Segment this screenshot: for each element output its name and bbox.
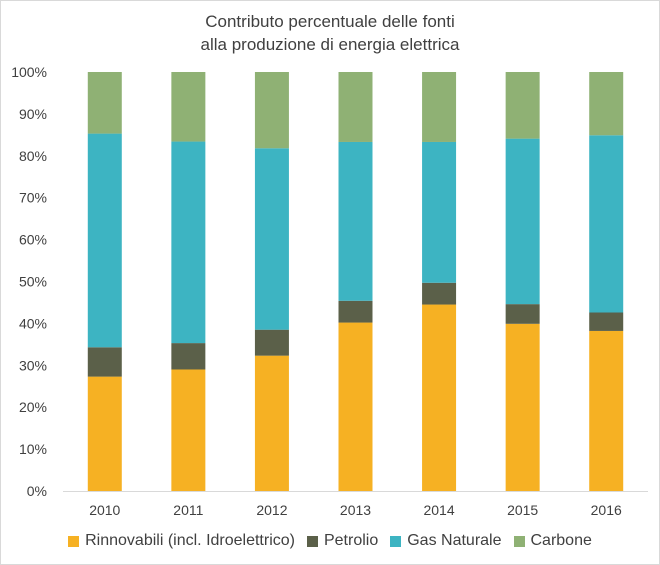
bar-2011-series-2	[171, 141, 206, 344]
x-tick-label: 2010	[89, 502, 120, 518]
y-tick-label: 10%	[19, 441, 47, 457]
y-tick-label: 0%	[27, 483, 47, 499]
legend-label-petrolio: Petrolio	[323, 532, 379, 549]
bar-2015-series-1	[505, 304, 540, 324]
legend-label-carbone: Carbone	[530, 532, 592, 549]
x-tick-label: 2015	[507, 502, 538, 518]
x-tick-label: 2016	[591, 502, 622, 518]
bar-2012-series-1	[254, 329, 289, 356]
bar-2010-series-0	[87, 376, 122, 491]
bar-2014-series-0	[422, 304, 457, 491]
y-axis-ticks: 0% 10% 20% 30% 40% 50% 60% 70% 80% 90% 100%	[11, 64, 47, 499]
bar-2013-series-1	[338, 300, 373, 323]
y-tick-label: 80%	[19, 148, 47, 164]
bar-2011-series-3	[171, 72, 206, 142]
legend-swatch-rinnovabili	[68, 535, 80, 547]
chart-title: Contributo percentuale delle fonti alla …	[0, 10, 660, 56]
x-tick-label: 2013	[340, 502, 371, 518]
y-tick-label: 50%	[19, 274, 47, 290]
x-tick-label: 2011	[173, 502, 203, 518]
bar-2013-series-0	[338, 322, 373, 491]
y-tick-label: 70%	[19, 190, 47, 206]
bar-2010-series-1	[87, 347, 122, 377]
bar-2010-series-3	[87, 72, 122, 134]
bar-2011-series-0	[171, 369, 206, 491]
bar-2015-series-0	[505, 323, 540, 491]
legend-item-petrolio: Petrolio	[306, 532, 379, 550]
bar-2016-series-1	[589, 312, 624, 331]
bar-2016-series-0	[589, 330, 624, 491]
y-tick-label: 100%	[11, 64, 47, 80]
x-tick-label: 2014	[423, 502, 454, 518]
bar-2011-series-1	[171, 343, 206, 370]
legend-swatch-gas-naturale	[390, 535, 402, 547]
legend-item-rinnovabili: Rinnovabili (incl. Idroelettrico)	[68, 532, 295, 550]
x-axis-ticks: 2010 2011 2012 2013 2014 2015 2016	[89, 502, 622, 518]
legend-label-rinnovabili: Rinnovabili (incl. Idroelettrico)	[85, 532, 295, 549]
bar-2016-series-2	[589, 135, 624, 313]
legend-swatch-carbone	[513, 535, 525, 547]
y-tick-label: 90%	[19, 106, 47, 122]
y-tick-label: 20%	[19, 399, 47, 415]
bar-2015-series-2	[505, 138, 540, 305]
legend-swatch-petrolio	[306, 535, 318, 547]
bar-2014-series-1	[422, 282, 457, 305]
chart-title-line-2: alla produzione di energia elettrica	[200, 35, 460, 54]
legend-label-gas-naturale: Gas Naturale	[407, 532, 502, 549]
y-tick-label: 60%	[19, 232, 47, 248]
bars	[87, 72, 624, 491]
y-tick-label: 30%	[19, 357, 47, 373]
bar-2012-series-0	[254, 355, 289, 491]
legend: Rinnovabili (incl. Idroelettrico) Petrol…	[0, 532, 660, 550]
bar-2012-series-3	[254, 72, 289, 149]
chart-title-line-1: Contributo percentuale delle fonti	[205, 12, 455, 31]
bar-2014-series-2	[422, 141, 457, 283]
bar-2012-series-2	[254, 148, 289, 330]
bar-2013-series-3	[338, 72, 373, 142]
x-tick-label: 2012	[256, 502, 287, 518]
legend-item-gas-naturale: Gas Naturale	[390, 532, 502, 550]
stacked-bar-chart: 0%10%20%30%40%50%60%70%80%90%100% 2010 20…	[11, 64, 648, 518]
y-tick-label: 40%	[19, 315, 47, 331]
bar-2010-series-2	[87, 133, 122, 348]
bar-2014-series-3	[422, 72, 457, 142]
legend-item-carbone: Carbone	[513, 532, 592, 550]
bar-2013-series-2	[338, 141, 373, 301]
bar-2016-series-3	[589, 72, 624, 136]
bar-2015-series-3	[505, 72, 540, 139]
